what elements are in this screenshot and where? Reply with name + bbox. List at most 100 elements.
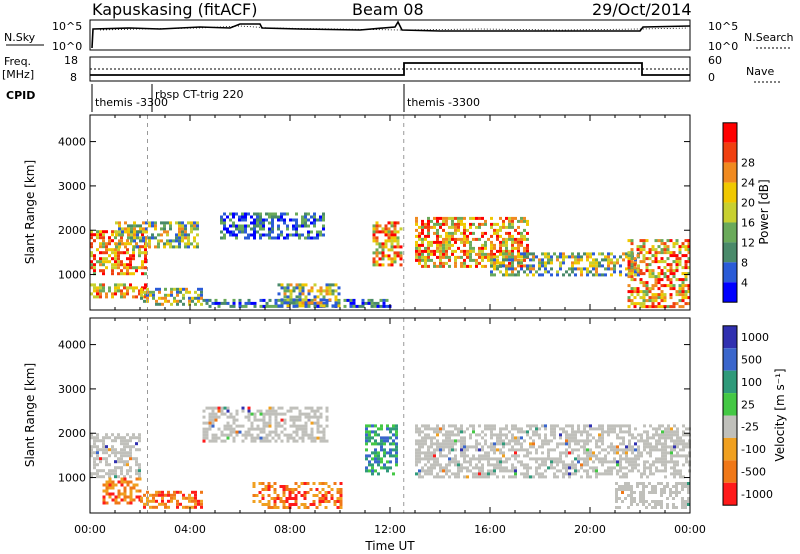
velocity-cell [132, 486, 136, 490]
velocity-cell [646, 436, 649, 440]
power-cell [651, 284, 655, 288]
power-cell [169, 242, 172, 246]
power-cell [550, 261, 553, 265]
power-cell [178, 242, 181, 246]
velocity-cell [541, 460, 544, 464]
velocity-cell [523, 463, 526, 467]
power-cell [589, 252, 592, 256]
velocity-cell [132, 498, 136, 502]
velocity-cell [502, 433, 505, 437]
velocity-cell [383, 466, 386, 470]
power-cell [126, 263, 129, 267]
power-cell [280, 233, 283, 237]
power-cell [96, 295, 99, 299]
velocity-cell [377, 472, 380, 476]
velocity-cell [291, 497, 295, 500]
velocity-cell [654, 506, 657, 509]
power-cell [301, 283, 305, 287]
velocity-cell [301, 427, 305, 431]
velocity-cell [673, 469, 676, 473]
velocity-cell [643, 472, 646, 476]
power-cell [517, 219, 520, 223]
velocity-cell [619, 430, 622, 434]
power-cell [625, 252, 628, 256]
cpid-segment-3: themis -3300 [407, 96, 480, 109]
power-cell [229, 230, 232, 234]
power-cell [481, 231, 484, 235]
power-cell [182, 293, 185, 297]
power-cell [490, 234, 493, 238]
velocity-cell [117, 475, 120, 479]
velocity-cell [559, 469, 562, 473]
power-cell [304, 295, 308, 299]
velocity-cell [642, 494, 645, 497]
velocity-cell [294, 482, 298, 485]
velocity-cell [670, 466, 673, 470]
velocity-cell [541, 472, 544, 476]
velocity-cell [268, 421, 272, 425]
power-cell [430, 240, 433, 244]
velocity-cell [574, 469, 577, 473]
velocity-cell [135, 489, 139, 493]
power-cell [141, 245, 144, 249]
velocity-cell [643, 463, 646, 467]
velocity-cell [108, 486, 112, 490]
power-cell [463, 222, 466, 226]
velocity-cell [574, 463, 577, 467]
velocity-cell [463, 442, 466, 446]
velocity-cell [628, 439, 631, 443]
velocity-cell [466, 427, 469, 431]
velocity-cell [661, 433, 664, 437]
velocity-cell [583, 469, 586, 473]
velocity-cell [138, 489, 142, 493]
velocity-cell [208, 415, 212, 419]
velocity-cell [424, 472, 427, 476]
power-cell [436, 219, 439, 223]
velocity-cell [421, 430, 424, 434]
power-cell [684, 302, 688, 306]
velocity-cell [383, 463, 386, 467]
power-cell [636, 302, 640, 306]
power-cell [637, 273, 640, 277]
power-cell [574, 261, 577, 265]
power-cell [529, 264, 532, 268]
velocity-cell [511, 466, 514, 470]
power-colorbar-label: Power [dB] [757, 179, 771, 244]
power-cell [387, 248, 391, 252]
velocity-cell [421, 451, 424, 455]
power-cell [454, 222, 457, 226]
velocity-cell [303, 494, 307, 497]
velocity-cell [220, 433, 224, 437]
power-cell [666, 245, 670, 249]
power-cell [259, 212, 262, 216]
velocity-cell [313, 415, 317, 419]
velocity-cell [280, 406, 284, 410]
velocity-cell [493, 442, 496, 446]
power-cell [114, 236, 117, 240]
power-cell [381, 251, 385, 255]
power-cell [175, 236, 178, 240]
velocity-colorbar-label: Velocity [m s⁻¹] [773, 368, 787, 461]
velocity-cell [583, 439, 586, 443]
velocity-cell [652, 445, 655, 449]
velocity-cell [164, 505, 167, 509]
velocity-cell [421, 445, 424, 449]
velocity-cell [661, 451, 664, 455]
velocity-cell [580, 466, 583, 470]
power-cell [191, 299, 194, 303]
power-cell [152, 293, 155, 297]
velocity-cell [610, 430, 613, 434]
velocity-cell [547, 457, 550, 461]
power-cell [378, 245, 382, 249]
power-cell [520, 252, 523, 256]
velocity-cell [108, 480, 112, 484]
velocity-cell [676, 436, 679, 440]
power-cell [129, 242, 132, 246]
velocity-cell [565, 424, 568, 428]
velocity-cell [217, 436, 221, 440]
velocity-cell [639, 494, 642, 497]
power-cell [197, 287, 200, 291]
velocity-cell [627, 494, 630, 497]
velocity-cell [646, 460, 649, 464]
velocity-cell [430, 469, 433, 473]
